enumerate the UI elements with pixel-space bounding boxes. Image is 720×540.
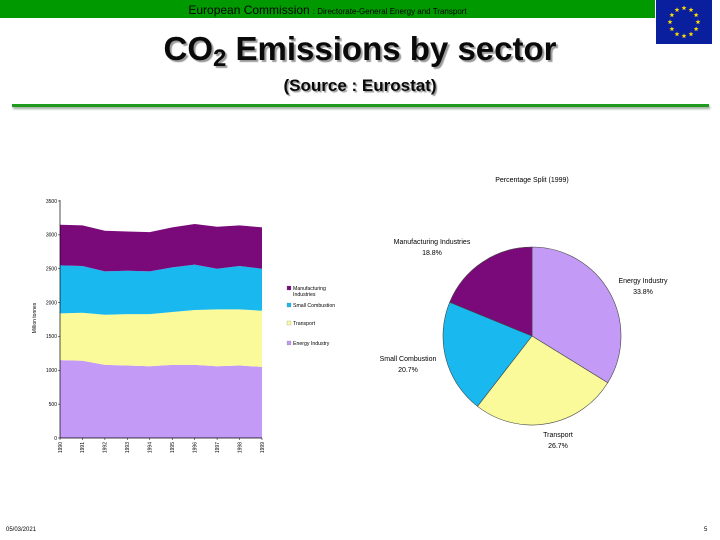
footer-date: 05/03/2021 (6, 527, 37, 533)
legend-swatch (286, 285, 292, 291)
slide-subtitle: (Source : Eurostat) (283, 76, 437, 95)
flag-star-icon (669, 12, 675, 18)
x-tick-label: 1997 (215, 442, 221, 453)
pie-slice-transport (477, 335, 609, 426)
legend-swatch (286, 320, 292, 326)
title-subscript: 2 (213, 45, 227, 72)
pie-label-percent: 18.8% (422, 250, 442, 257)
pie-label-percent: 20.7% (398, 367, 418, 374)
y-tick-label: 2500 (46, 267, 57, 273)
area-series-manufacturing-industries (60, 224, 262, 272)
footer-page-number: 5 (704, 527, 708, 533)
legend-label: Small Combustion (293, 303, 335, 309)
eu-flag-icon (656, 0, 712, 44)
org-name: European Commission (188, 3, 310, 17)
legend-swatch (286, 302, 292, 308)
dg-name: : Directorate-General Energy and Transpo… (312, 7, 467, 16)
pie-label-percent: 26.7% (548, 443, 568, 450)
y-tick-label: 1500 (46, 334, 57, 340)
pie-label-name: Small Combustion (380, 356, 437, 363)
legend-label: Manufacturing (293, 286, 326, 292)
flag-star-icon (669, 26, 675, 32)
pie-label-name: Energy Industry (618, 278, 668, 285)
y-tick-label: 500 (49, 402, 58, 408)
y-tick-label: 3000 (46, 233, 57, 239)
slide-title: CO2 Emissions by sector (0, 30, 720, 73)
x-tick-label: 1990 (58, 442, 64, 453)
area-series-small-combustion (60, 264, 262, 315)
legend-label: Transport (293, 321, 316, 327)
y-axis-label: Million tonnes (32, 302, 38, 333)
pie-title: Percentage Split (1999) (495, 177, 569, 184)
y-tick-label: 1000 (46, 368, 57, 374)
pie-label-name: Transport (543, 432, 573, 439)
x-tick-label: 1991 (80, 442, 86, 453)
pie-label-name: Manufacturing Industries (394, 239, 471, 246)
flag-star-icon (667, 19, 673, 25)
legend-label: Energy Industry (293, 341, 330, 347)
legend-label-line2: Industries (293, 292, 316, 298)
flag-star-icon (674, 7, 680, 12)
pie-slice-small-combustion (442, 301, 533, 407)
flag-star-icon (681, 33, 687, 39)
pie-slice-energy-industry (531, 246, 622, 384)
title-co: CO (163, 30, 214, 67)
area-series-transport (60, 309, 262, 367)
x-tick-label: 1995 (170, 442, 176, 453)
pie-label-percent: 33.8% (633, 289, 653, 296)
pie-slice-manufacturing-industries (449, 246, 533, 337)
flag-star-icon (688, 7, 694, 12)
y-tick-label: 2000 (46, 300, 57, 306)
flag-star-icon (688, 31, 694, 37)
x-tick-label: 1994 (148, 442, 154, 453)
x-tick-label: 1996 (192, 442, 198, 453)
y-tick-label: 3500 (46, 199, 57, 205)
x-tick-label: 1993 (125, 442, 131, 453)
x-tick-label: 1999 (260, 442, 266, 453)
y-tick-label: 0 (54, 436, 57, 442)
area-series-energy-industry (60, 360, 262, 438)
x-tick-label: 1998 (237, 442, 243, 453)
legend-swatch (286, 340, 292, 346)
flag-star-icon (681, 5, 687, 11)
title-divider (12, 104, 709, 107)
flag-star-icon (693, 26, 699, 32)
x-tick-label: 1992 (103, 442, 109, 453)
flag-star-icon (693, 12, 699, 18)
flag-star-icon (674, 31, 680, 37)
header-bar: European Commission : Directorate-Genera… (0, 0, 655, 18)
flag-star-icon (695, 19, 701, 25)
header-text: European Commission : Directorate-Genera… (0, 3, 655, 17)
title-rest: Emissions by sector (226, 30, 557, 67)
